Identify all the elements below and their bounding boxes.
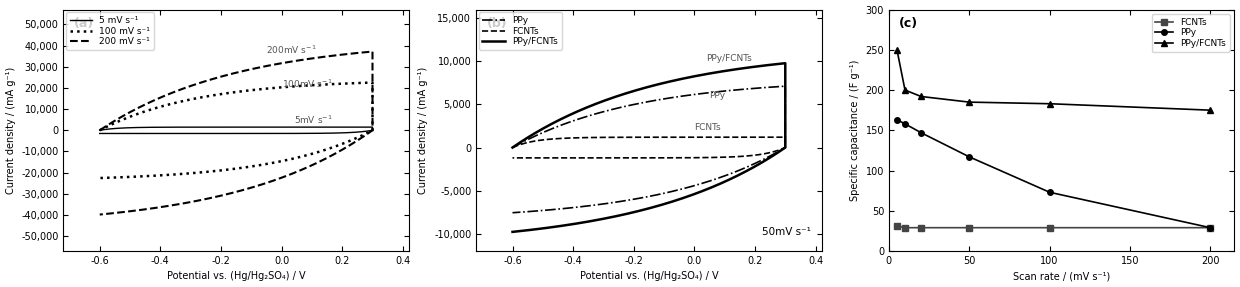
- Text: 200mV s$^{-1}$: 200mV s$^{-1}$: [267, 44, 317, 56]
- Legend: FCNTs, PPy, PPy/FCNTs: FCNTs, PPy, PPy/FCNTs: [1152, 14, 1230, 52]
- Y-axis label: Specific capacitance / (F g⁻¹): Specific capacitance / (F g⁻¹): [849, 60, 859, 201]
- Y-axis label: Current density / (mA g⁻¹): Current density / (mA g⁻¹): [418, 67, 429, 194]
- Text: 100mV s$^{-1}$: 100mV s$^{-1}$: [281, 77, 332, 90]
- Y-axis label: Current density / (mA g⁻¹): Current density / (mA g⁻¹): [5, 67, 16, 194]
- Text: 50mV s⁻¹: 50mV s⁻¹: [763, 226, 811, 236]
- Legend: 5 mV s⁻¹, 100 mV s⁻¹, 200 mV s⁻¹: 5 mV s⁻¹, 100 mV s⁻¹, 200 mV s⁻¹: [66, 12, 154, 50]
- Legend: PPy, FCNTs, PPy/FCNTs: PPy, FCNTs, PPy/FCNTs: [479, 12, 562, 50]
- Text: (b): (b): [486, 17, 507, 30]
- Text: PPy/FCNTs: PPy/FCNTs: [707, 54, 753, 63]
- X-axis label: Scan rate / (mV s⁻¹): Scan rate / (mV s⁻¹): [1013, 272, 1110, 282]
- X-axis label: Potential vs. (Hg/Hg₂SO₄) / V: Potential vs. (Hg/Hg₂SO₄) / V: [167, 272, 305, 282]
- Text: (c): (c): [899, 17, 919, 30]
- Text: (a): (a): [73, 17, 94, 30]
- Text: FCNTs: FCNTs: [694, 123, 720, 132]
- X-axis label: Potential vs. (Hg/Hg₂SO₄) / V: Potential vs. (Hg/Hg₂SO₄) / V: [579, 272, 718, 282]
- Text: PPy: PPy: [709, 90, 725, 100]
- Text: 5mV s$^{-1}$: 5mV s$^{-1}$: [294, 114, 332, 126]
